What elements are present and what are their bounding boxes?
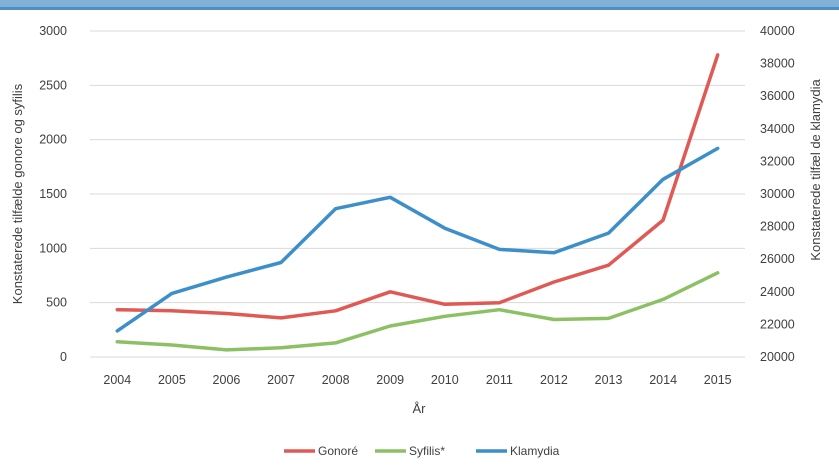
y-left-tick-label: 1000 bbox=[39, 241, 67, 255]
y-right-tick-label: 20000 bbox=[760, 350, 795, 364]
x-tick-label: 2010 bbox=[431, 373, 459, 387]
series-line-gonor bbox=[115, 53, 720, 320]
y-right-tick-label: 34000 bbox=[760, 122, 795, 136]
y-right-tick-label: 36000 bbox=[760, 89, 795, 103]
x-tick-label: 2013 bbox=[595, 373, 623, 387]
right-axis-ticks: 20000 22000 24000 26000 28000 30000 32000 34000… bbox=[760, 24, 795, 364]
x-tick-label: 2007 bbox=[267, 373, 295, 387]
left-axis-ticks: 0 500 1000 1500 2000 2500 3000 bbox=[39, 24, 67, 364]
y-left-axis-title: Konstaterede tilfælde gonore og syfilis bbox=[10, 83, 25, 304]
y-right-axis-title: Konstaterede tilfæl de klamydia bbox=[808, 79, 823, 261]
legend-label: Klamydia bbox=[510, 444, 560, 458]
y-right-tick-label: 30000 bbox=[760, 187, 795, 201]
x-tick-label: 2005 bbox=[158, 373, 186, 387]
series-line-syfilis bbox=[115, 271, 720, 352]
x-axis-ticks: 2004 2005 2006 2007 2008 2009 2010 2011 2012 2013… bbox=[103, 373, 731, 387]
series-line-klamydia bbox=[115, 146, 720, 333]
x-tick-label: 2012 bbox=[540, 373, 568, 387]
x-tick-label: 2011 bbox=[486, 373, 513, 387]
y-right-tick-label: 22000 bbox=[760, 317, 795, 331]
y-right-tick-label: 26000 bbox=[760, 252, 795, 266]
y-left-tick-label: 0 bbox=[60, 350, 67, 364]
y-right-tick-label: 32000 bbox=[760, 154, 795, 168]
y-right-tick-label: 38000 bbox=[760, 57, 795, 71]
y-left-tick-label: 1500 bbox=[39, 187, 67, 201]
y-left-tick-label: 2000 bbox=[39, 133, 67, 147]
y-right-tick-label: 40000 bbox=[760, 24, 795, 38]
x-axis-title: År bbox=[413, 401, 427, 416]
y-right-tick-label: 28000 bbox=[760, 220, 795, 234]
legend-label: Gonoré bbox=[318, 444, 358, 458]
x-tick-label: 2014 bbox=[649, 373, 677, 387]
series-lines bbox=[115, 53, 720, 352]
y-left-tick-label: 3000 bbox=[39, 24, 67, 38]
y-right-tick-label: 24000 bbox=[760, 285, 795, 299]
x-tick-label: 2008 bbox=[322, 373, 350, 387]
top-accent-bar bbox=[0, 0, 839, 10]
x-tick-label: 2004 bbox=[103, 373, 131, 387]
legend: Gonoré Syfilis* Klamydia bbox=[284, 444, 560, 458]
y-left-tick-label: 2500 bbox=[39, 78, 67, 92]
grid-lines bbox=[90, 30, 745, 358]
y-left-tick-label: 500 bbox=[46, 296, 67, 310]
x-tick-label: 2009 bbox=[376, 373, 404, 387]
x-tick-label: 2006 bbox=[213, 373, 241, 387]
x-tick-label: 2015 bbox=[704, 373, 732, 387]
legend-label: Syfilis* bbox=[409, 444, 445, 458]
